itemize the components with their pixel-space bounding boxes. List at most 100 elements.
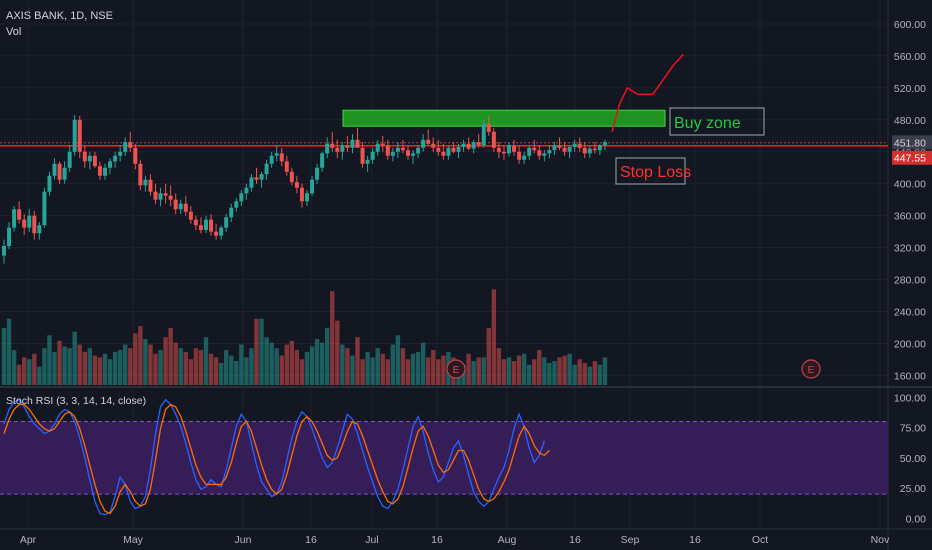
- buy-zone-label: Buy zone: [674, 115, 741, 132]
- volume-bar: [57, 340, 62, 385]
- candle-body: [97, 166, 102, 176]
- volume-bar: [153, 353, 158, 385]
- candle-body: [92, 155, 97, 167]
- volume-bar: [577, 359, 582, 385]
- volume-bar: [269, 342, 274, 385]
- candle-body: [22, 219, 27, 228]
- volume-bar: [92, 355, 98, 385]
- volume-bar: [395, 335, 401, 385]
- rsi-tick-label: 50.00: [900, 453, 926, 465]
- time-tick-label: Aug: [498, 534, 517, 546]
- volume-bar: [521, 353, 527, 385]
- candle-body: [294, 182, 299, 188]
- volume-bar: [557, 357, 562, 385]
- volume-bar: [178, 348, 183, 385]
- volume-bar: [143, 339, 148, 385]
- volume-bar: [198, 350, 204, 385]
- candle-body: [128, 142, 133, 148]
- candle-body: [395, 147, 400, 152]
- earnings-marker: [446, 359, 466, 379]
- volume-bar: [254, 318, 259, 385]
- volume-bar: [597, 364, 603, 385]
- volume-bar: [163, 337, 168, 385]
- candle-body: [163, 193, 168, 196]
- volume-bar: [330, 291, 335, 385]
- candle-body: [542, 153, 547, 156]
- time-tick-label: Nov: [871, 534, 890, 546]
- candle-body: [168, 195, 173, 200]
- price-tick-label: 520.00: [894, 83, 926, 95]
- time-tick-label: Apr: [20, 534, 37, 546]
- volume-bar: [486, 327, 491, 385]
- candle-body: [532, 147, 537, 151]
- volume-bar: [299, 359, 305, 385]
- candle-body: [17, 209, 22, 220]
- volume-bar: [193, 348, 199, 385]
- volume-bar: [466, 353, 471, 385]
- volume-bar: [350, 355, 355, 385]
- stoch-k-line: [3, 398, 546, 516]
- volume-bar: [1, 327, 7, 385]
- candle-body: [436, 147, 441, 152]
- volume-bar: [213, 357, 219, 385]
- time-tick-label: 16: [305, 534, 317, 546]
- volume-bar: [415, 351, 421, 385]
- volume-bar: [370, 357, 375, 385]
- volume-bar: [208, 353, 214, 385]
- volume-bar: [420, 342, 426, 385]
- candle-body: [426, 139, 431, 144]
- candle-body: [198, 225, 203, 231]
- volume-bar: [188, 359, 194, 385]
- candle-body: [411, 153, 416, 156]
- candle-body: [507, 145, 511, 154]
- volume-bar: [52, 351, 57, 385]
- volume-bar: [249, 348, 254, 385]
- volume-bar: [123, 344, 128, 385]
- candle-body: [315, 167, 320, 180]
- volume-bar: [218, 362, 224, 385]
- volume-bar: [410, 353, 416, 385]
- volume-bar: [532, 359, 537, 385]
- price-tick-label: 360.00: [894, 211, 926, 223]
- volume-bar: [537, 350, 542, 385]
- candle-body: [310, 179, 315, 194]
- volume-bar: [511, 361, 517, 385]
- candle-body: [42, 191, 47, 226]
- time-tick-label: 16: [569, 534, 581, 546]
- candle-body: [602, 142, 607, 146]
- candle-body: [385, 145, 390, 156]
- candle-body: [37, 225, 42, 234]
- volume-bar: [27, 359, 32, 385]
- last-price-tag: [892, 135, 932, 150]
- candle-body: [335, 147, 340, 152]
- candle-body: [350, 139, 355, 148]
- time-tick-label: Jun: [235, 534, 252, 546]
- candle-body: [32, 215, 37, 234]
- candle-body: [204, 219, 208, 231]
- candle-body: [269, 155, 274, 164]
- volume-bar: [168, 327, 173, 385]
- stop-price-tag: [892, 150, 932, 165]
- candle-body: [264, 163, 269, 175]
- candle-body: [466, 143, 471, 149]
- volume-bar: [158, 350, 163, 385]
- candle-body: [239, 193, 244, 202]
- candle-body: [567, 146, 572, 152]
- candle-body: [178, 203, 183, 210]
- candle-body: [57, 163, 62, 180]
- price-tick-label: 600.00: [894, 19, 926, 31]
- stop-loss-label: Stop Loss: [620, 164, 691, 181]
- volume-bar: [229, 355, 234, 385]
- symbol-title: AXIS BANK, 1D, NSE: [6, 10, 113, 22]
- candle-body: [143, 179, 148, 186]
- volume-bar: [365, 351, 370, 385]
- candle-body: [481, 123, 486, 146]
- candle-body: [400, 147, 405, 151]
- candle-body: [451, 147, 456, 152]
- stop-price-label: 447.55: [894, 153, 926, 165]
- volume-bar: [436, 359, 441, 385]
- time-tick-label: Oct: [752, 534, 768, 546]
- volume-bar: [552, 361, 557, 385]
- candle-body: [188, 211, 193, 220]
- volume-bar: [107, 359, 113, 385]
